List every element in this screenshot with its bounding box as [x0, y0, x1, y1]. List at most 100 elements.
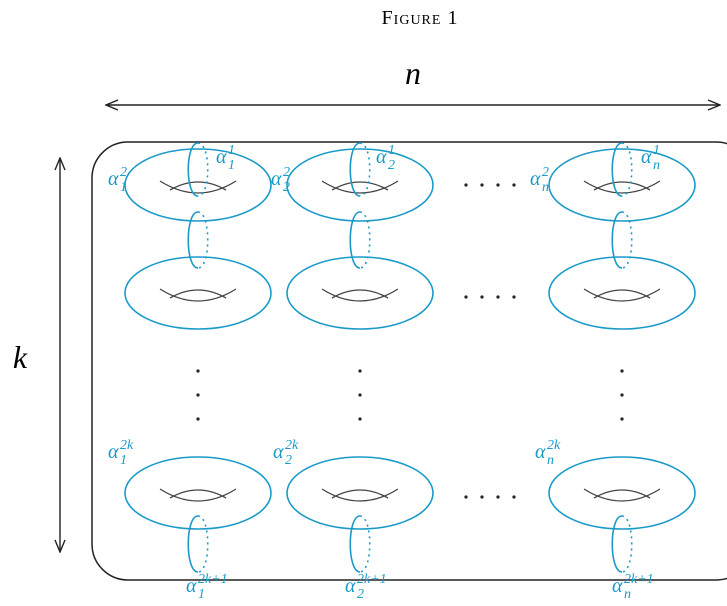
- torus: [286, 148, 434, 222]
- k-label: k: [13, 339, 28, 375]
- ellipsis-dot: [464, 295, 468, 299]
- ellipsis-dot: [358, 393, 362, 397]
- label-sub: 2: [285, 453, 292, 468]
- ellipsis-dot: [480, 295, 484, 299]
- torus-hole: [593, 289, 651, 299]
- curve-back: [359, 211, 371, 269]
- torus-hole: [583, 488, 661, 502]
- label-base: α: [216, 146, 227, 168]
- label-base: α: [641, 146, 652, 168]
- torus-hole: [159, 488, 237, 502]
- curve-label: α 2k 1: [108, 438, 134, 468]
- label-base: α: [271, 168, 282, 190]
- label-sub: 2: [357, 587, 364, 602]
- n-label: n: [405, 55, 421, 91]
- curve-label: α 2k+1 2: [345, 572, 387, 602]
- curve-back: [359, 515, 371, 573]
- label-base: α: [612, 575, 623, 597]
- torus: [286, 256, 434, 330]
- ellipsis-dot: [358, 417, 362, 421]
- label-sup: 2k+1: [624, 572, 654, 587]
- label-sub: 1: [120, 453, 127, 468]
- ellipsis-dot: [512, 495, 516, 499]
- label-sup: 2: [542, 165, 549, 180]
- ellipsis-dot: [196, 393, 200, 397]
- curve-front: [611, 211, 623, 269]
- label-sub: n: [547, 453, 554, 468]
- torus-hole: [331, 289, 389, 299]
- label-base: α: [535, 441, 546, 463]
- torus-hole: [583, 180, 661, 194]
- curve-front: [187, 211, 199, 269]
- curve-front: [187, 515, 199, 573]
- curve-label: α 2k 2: [273, 438, 299, 468]
- torus-hole: [169, 289, 227, 299]
- label-base: α: [530, 168, 541, 190]
- label-sup: 1: [388, 143, 395, 158]
- ellipsis-dot: [496, 183, 500, 187]
- torus-hole: [159, 180, 237, 194]
- ellipsis-dot: [496, 295, 500, 299]
- torus-hole: [321, 288, 399, 302]
- curve-label: α 2k n: [535, 438, 561, 468]
- ellipsis-dot: [358, 369, 362, 373]
- curve-front: [611, 515, 623, 573]
- torus: [124, 456, 272, 530]
- label-sup: 2k: [285, 438, 299, 453]
- torus-hole: [593, 181, 651, 191]
- curve-front: [349, 142, 361, 197]
- ellipsis-dot: [620, 369, 624, 373]
- ellipsis-dot: [196, 417, 200, 421]
- ellipsis-dot: [464, 495, 468, 499]
- torus-hole: [593, 489, 651, 499]
- label-base: α: [108, 441, 119, 463]
- torus: [548, 456, 696, 530]
- label-sub: 2: [388, 158, 395, 173]
- curve-label: α 2k+1 1: [186, 572, 228, 602]
- torus: [124, 256, 272, 330]
- torus-hole: [169, 489, 227, 499]
- label-sup: 2k+1: [357, 572, 387, 587]
- curve-front: [187, 142, 199, 197]
- torus: [286, 456, 434, 530]
- curve-front: [611, 142, 623, 197]
- curve-back: [621, 515, 633, 573]
- label-base: α: [186, 575, 197, 597]
- label-sub: n: [624, 587, 631, 602]
- label-sup: 1: [228, 143, 235, 158]
- ellipsis-dot: [620, 393, 624, 397]
- label-sub: 2: [283, 180, 290, 195]
- ellipsis-dot: [464, 183, 468, 187]
- label-sub: 1: [198, 587, 205, 602]
- ellipsis-dot: [480, 495, 484, 499]
- ellipsis-dot: [496, 495, 500, 499]
- label-sup: 2k+1: [198, 572, 228, 587]
- label-sub: n: [542, 180, 549, 195]
- torus: [548, 148, 696, 222]
- torus: [548, 256, 696, 330]
- curve-back: [197, 142, 209, 197]
- torus-hole: [583, 288, 661, 302]
- torus-hole: [321, 180, 399, 194]
- label-sup: 2k: [120, 438, 134, 453]
- torus-hole: [169, 181, 227, 191]
- torus-hole: [321, 488, 399, 502]
- curve-back: [197, 211, 209, 269]
- figure-title: Figure 1: [382, 7, 459, 29]
- ellipsis-dot: [512, 183, 516, 187]
- label-sub: 1: [120, 180, 127, 195]
- torus-hole: [331, 181, 389, 191]
- label-base: α: [376, 146, 387, 168]
- curve-back: [197, 515, 209, 573]
- label-sup: 2: [283, 165, 290, 180]
- label-sup: 2k: [547, 438, 561, 453]
- label-sup: 1: [653, 143, 660, 158]
- ellipsis-dot: [196, 369, 200, 373]
- curve-back: [621, 142, 633, 197]
- torus: [124, 148, 272, 222]
